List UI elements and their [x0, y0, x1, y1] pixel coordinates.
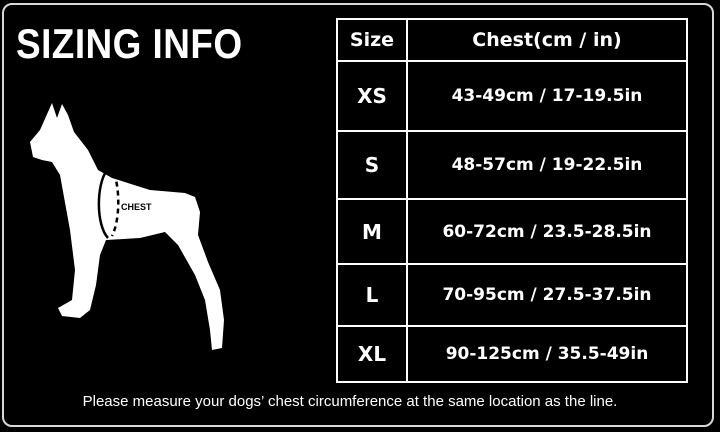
table-row: XL 90-125cm / 35.5-49in	[336, 325, 688, 383]
measure-instruction: Please measure your dogs’ chest circumfe…	[82, 393, 618, 410]
page-title: SIZING INFO	[16, 20, 243, 67]
chest-label: CHEST	[121, 202, 152, 212]
table-row: L 70-95cm / 27.5-37.5in	[336, 263, 688, 327]
header-size: Size	[336, 18, 408, 62]
table-row: S 48-57cm / 19-22.5in	[336, 130, 688, 200]
chest-cell: 90-125cm / 35.5-49in	[406, 325, 688, 383]
dog-silhouette-icon	[30, 103, 224, 350]
size-cell: XS	[336, 60, 408, 132]
chest-cell: 43-49cm / 17-19.5in	[406, 60, 688, 132]
border-frame	[2, 3, 714, 427]
size-cell: S	[336, 130, 408, 200]
table-row: M 60-72cm / 23.5-28.5in	[336, 198, 688, 265]
chest-cell: 60-72cm / 23.5-28.5in	[406, 198, 688, 265]
size-cell: M	[336, 198, 408, 265]
chest-cell: 70-95cm / 27.5-37.5in	[406, 263, 688, 327]
chest-cell: 48-57cm / 19-22.5in	[406, 130, 688, 200]
size-cell: L	[336, 263, 408, 327]
size-table: Size Chest(cm / in) XS 43-49cm / 17-19.5…	[336, 18, 688, 383]
header-chest: Chest(cm / in)	[406, 18, 688, 62]
table-header-row: Size Chest(cm / in)	[336, 18, 688, 62]
size-cell: XL	[336, 325, 408, 383]
table-row: XS 43-49cm / 17-19.5in	[336, 60, 688, 132]
